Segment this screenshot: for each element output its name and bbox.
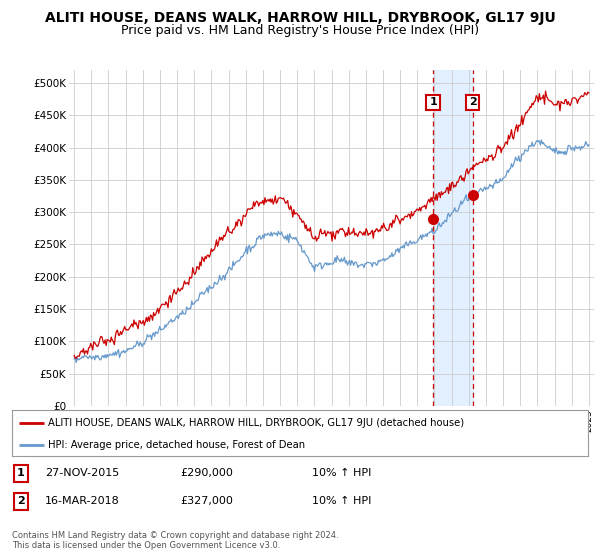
Text: 1: 1 [429,97,437,108]
Text: Price paid vs. HM Land Registry's House Price Index (HPI): Price paid vs. HM Land Registry's House … [121,24,479,37]
Text: 1: 1 [17,468,25,478]
Text: 2: 2 [469,97,476,108]
Text: 10% ↑ HPI: 10% ↑ HPI [312,468,371,478]
Text: ALITI HOUSE, DEANS WALK, HARROW HILL, DRYBROOK, GL17 9JU: ALITI HOUSE, DEANS WALK, HARROW HILL, DR… [44,11,556,25]
Text: Contains HM Land Registry data © Crown copyright and database right 2024.
This d: Contains HM Land Registry data © Crown c… [12,531,338,550]
Text: HPI: Average price, detached house, Forest of Dean: HPI: Average price, detached house, Fore… [48,440,305,450]
Text: £290,000: £290,000 [180,468,233,478]
Text: 10% ↑ HPI: 10% ↑ HPI [312,496,371,506]
Text: £327,000: £327,000 [180,496,233,506]
Bar [433,70,473,406]
Text: 16-MAR-2018: 16-MAR-2018 [45,496,120,506]
Text: 27-NOV-2015: 27-NOV-2015 [45,468,119,478]
Text: ALITI HOUSE, DEANS WALK, HARROW HILL, DRYBROOK, GL17 9JU (detached house): ALITI HOUSE, DEANS WALK, HARROW HILL, DR… [48,418,464,428]
Text: 2: 2 [17,496,25,506]
